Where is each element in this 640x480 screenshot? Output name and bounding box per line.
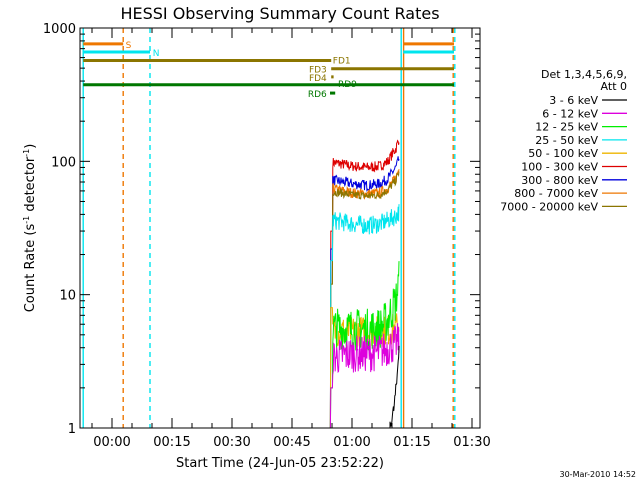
y-axis-label: Count Rate (s-1 detector-1)	[22, 144, 38, 313]
series-line	[329, 171, 400, 429]
flag-label: FD3	[309, 66, 327, 76]
legend-entry-label: 3 - 6 keV	[549, 94, 598, 107]
series-line	[329, 139, 400, 429]
svg-text:Count Rate (s-1 detector-1): Count Rate (s-1 detector-1)	[22, 144, 38, 313]
y-axis-label-sup: -1	[22, 149, 31, 157]
y-tick-label: 10	[59, 289, 76, 304]
series-line	[329, 169, 400, 429]
x-tick-label: 01:30	[453, 435, 490, 450]
legend-entry-label: 7000 - 20000 keV	[500, 200, 598, 213]
x-tick-label: 00:15	[153, 435, 190, 450]
x-tick-label: 01:15	[393, 435, 430, 450]
x-tick-label: 00:30	[213, 435, 250, 450]
flag-label: RD9	[338, 80, 357, 90]
x-tick-label: 01:00	[333, 435, 370, 450]
plot-frame	[79, 27, 481, 429]
timestamp: 30-Mar-2010 14:52	[560, 470, 637, 479]
legend-entry-label: 25 - 50 keV	[535, 134, 598, 147]
y-axis-label-sup: -1	[22, 216, 31, 224]
y-axis-label-part: )	[23, 144, 38, 149]
flag-label: FD1	[333, 57, 351, 67]
series-line	[329, 156, 400, 429]
series-line	[329, 261, 400, 429]
legend-entry-label: 300 - 800 keV	[521, 174, 598, 187]
legend-entry-label: 100 - 300 keV	[521, 161, 598, 174]
legend-entry-label: 6 - 12 keV	[542, 107, 598, 120]
y-tick-label: 100	[51, 155, 76, 170]
legend-entry-label: 800 - 7000 keV	[514, 187, 598, 200]
series-line	[329, 204, 400, 429]
x-axis-label: Start Time (24-Jun-05 23:52:22)	[176, 456, 384, 471]
legend-entry-label: 12 - 25 keV	[535, 121, 598, 134]
flag-label: S	[126, 41, 132, 51]
y-axis-label-part: Count Rate (s	[23, 224, 38, 313]
y-tick-label: 1000	[43, 22, 76, 37]
y-axis-label-part: detector	[23, 156, 38, 216]
legend-title: Det 1,3,4,5,6,9,	[541, 68, 627, 81]
y-tick-label: 1	[68, 422, 76, 437]
x-tick-label: 00:00	[93, 435, 130, 450]
flag-label: RD6	[308, 90, 327, 100]
series-line	[389, 345, 400, 428]
series-line	[329, 323, 400, 429]
chart-title: HESSI Observing Summary Count Rates	[120, 4, 439, 23]
x-tick-label: 00:45	[273, 435, 310, 450]
flag-label: N	[153, 49, 160, 59]
legend-title: Att 0	[601, 80, 627, 93]
legend-entry-label: 50 - 100 keV	[528, 147, 598, 160]
flag-label: FD4	[309, 74, 327, 84]
axes: 1 10 100 1000 00:00 00:15 00:30 00:45 01:00 01:15…	[43, 22, 491, 450]
